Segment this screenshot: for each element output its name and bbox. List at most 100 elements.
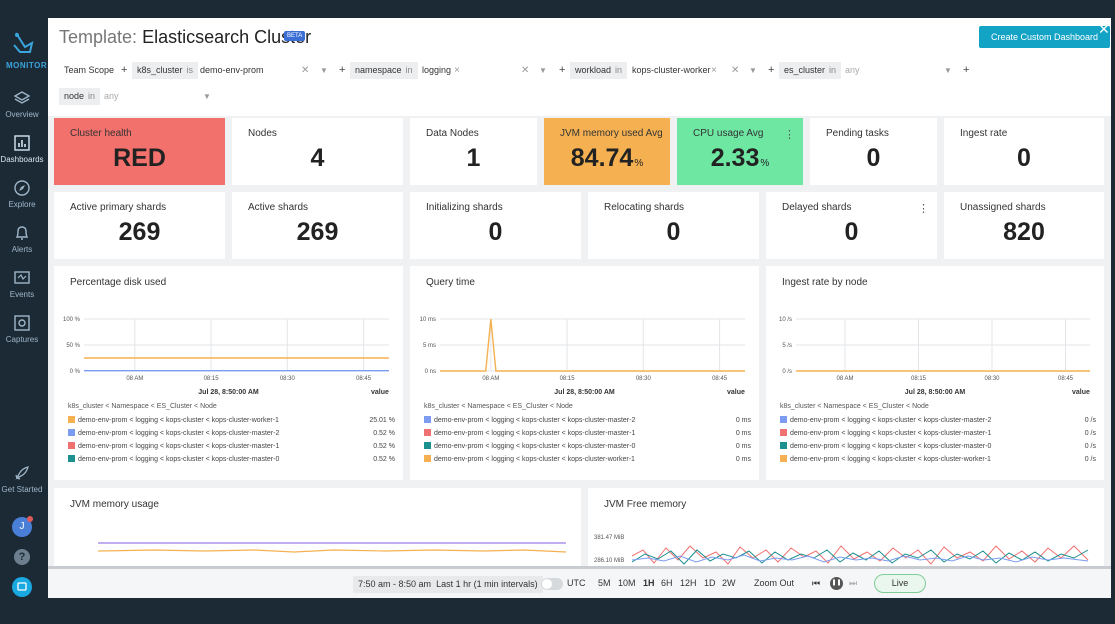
preset-1d[interactable]: 1D [704,578,716,588]
panel-title: Percentage disk used [70,277,167,288]
filter-k8s-cluster-value[interactable]: demo-env-prom [200,65,264,75]
legend-item[interactable]: demo-env-prom < logging < kops-cluster <… [68,454,279,466]
close-icon[interactable]: ✕ [1098,21,1110,37]
legend-hierarchy: k8s_cluster < Namespace < ES_Cluster < N… [780,403,929,410]
stat-card-cpu-usage[interactable]: CPU usage Avg ⋮ 2.33% [677,118,803,185]
remove-value-icon[interactable]: × [711,65,717,76]
stat-card-nodes[interactable]: Nodes 4 [232,118,403,185]
sidebar-item-overview[interactable]: Overview [0,90,44,119]
stat-value: RED [54,144,225,173]
filter-node-key[interactable]: node in [59,88,101,105]
events-icon [14,271,30,284]
utc-toggle[interactable] [541,578,563,590]
panel-jvm-memory-usage[interactable]: JVM memory usage [54,488,581,568]
stat-card-jvm-memory[interactable]: JVM memory used Avg 84.74% [544,118,670,185]
legend-item[interactable]: demo-env-prom < logging < kops-cluster <… [424,441,635,453]
legend-item[interactable]: demo-env-prom < logging < kops-cluster <… [424,454,635,466]
add-filter-icon[interactable]: + [339,64,346,76]
clear-icon[interactable]: ✕ [301,65,310,76]
chevron-down-icon[interactable]: ▼ [539,66,547,75]
stat-card-ingest-rate[interactable]: Ingest rate 0 [944,118,1104,185]
filter-workload-key[interactable]: workload in [570,62,628,79]
legend-item[interactable]: demo-env-prom < logging < kops-cluster <… [780,441,991,453]
stat-value: 84.74% [544,144,670,173]
add-filter-icon[interactable]: + [768,64,775,76]
stat-card-delayed-shards[interactable]: Delayed shards ⋮ 0 [766,192,937,259]
chat-icon[interactable] [12,577,32,597]
skip-forward-icon[interactable]: ⏭ [849,578,858,588]
stat-card-data-nodes[interactable]: Data Nodes 1 [410,118,537,185]
chevron-down-icon[interactable]: ▼ [944,66,952,75]
sidebar-item-explore[interactable]: Explore [0,180,44,209]
legend-item[interactable]: demo-env-prom < logging < kops-cluster <… [68,415,279,427]
add-filter-icon[interactable]: + [121,64,128,76]
filter-es-cluster-key[interactable]: es_cluster in [779,62,842,79]
legend-item[interactable]: demo-env-prom < logging < kops-cluster <… [68,441,279,453]
add-filter-icon[interactable]: + [963,64,970,76]
stat-card-initializing-shards[interactable]: Initializing shards 0 [410,192,581,259]
stat-card-active-shards[interactable]: Active shards 269 [232,192,403,259]
sidebar-item-alerts[interactable]: Alerts [0,225,44,254]
remove-value-icon[interactable]: × [454,65,460,76]
legend-value: 0 ms [735,417,751,424]
preset-12h[interactable]: 12H [680,578,697,588]
panel-jvm-free-memory[interactable]: JVM Free memory 381.47 MiB 286.10 MiB [588,488,1104,568]
skip-back-icon[interactable]: ⏮ [812,578,821,588]
line-chart: 10 ms 5 ms 0 ns 08 AM 08:15 08:30 08:45 [420,317,745,382]
filter-namespace-value[interactable]: logging [422,65,452,75]
filter-k8s-cluster-key[interactable]: k8s_cluster is [132,62,199,79]
clear-icon[interactable]: ✕ [731,65,740,76]
time-range-selector[interactable]: 7:50 am - 8:50 am Last 1 hr (1 min inter… [353,576,543,593]
legend-item[interactable]: demo-env-prom < logging < kops-cluster <… [68,428,279,440]
y-tick-label: 10 ms [420,317,436,323]
stat-unit: % [634,158,644,169]
add-filter-icon[interactable]: + [559,64,566,76]
pause-icon[interactable]: ❚❚ [830,577,843,590]
legend-item[interactable]: demo-env-prom < logging < kops-cluster <… [780,428,991,440]
legend-item[interactable]: demo-env-prom < logging < kops-cluster <… [424,428,635,440]
preset-5m[interactable]: 5M [598,578,611,588]
chevron-down-icon[interactable]: ▼ [749,66,757,75]
stat-card-pending-tasks[interactable]: Pending tasks 0 [810,118,937,185]
avatar[interactable]: J [12,517,32,537]
monitor-logo[interactable]: MONITOR [6,30,47,70]
legend-item[interactable]: demo-env-prom < logging < kops-cluster <… [780,415,991,427]
filter-workload-value[interactable]: kops-cluster-worker [632,65,711,75]
preset-1h[interactable]: 1H [643,578,655,588]
preset-6h[interactable]: 6H [661,578,673,588]
clear-icon[interactable]: ✕ [521,65,530,76]
sidebar-item-dashboards[interactable]: Dashboards [0,135,44,164]
chevron-down-icon[interactable]: ▼ [203,92,211,101]
legend-item[interactable]: demo-env-prom < logging < kops-cluster <… [780,454,991,466]
sidebar-item-events[interactable]: Events [0,270,44,299]
filter-es-cluster-value[interactable]: any [845,65,860,75]
panel-disk-used[interactable]: Percentage disk used 100 % 50 % 0 % 08 AM 08:… [54,266,403,480]
stat-card-active-primary-shards[interactable]: Active primary shards 269 [54,192,225,259]
stat-card-cluster-health[interactable]: Cluster health RED [54,118,225,185]
panel-ingest-rate-by-node[interactable]: Ingest rate by node 10 /s 5 /s 0 /s 08 AM 08:… [766,266,1104,480]
more-options-icon[interactable]: ⋮ [784,129,795,141]
sidebar-item-captures[interactable]: Captures [0,315,44,344]
create-custom-dashboard-button[interactable]: Create Custom Dashboard [979,26,1110,48]
preset-10m[interactable]: 10M [618,578,636,588]
more-options-icon[interactable]: ⋮ [918,203,929,215]
live-button[interactable]: Live [874,574,926,593]
layers-icon [13,91,31,104]
chevron-down-icon[interactable]: ▼ [320,66,328,75]
help-icon[interactable]: ? [14,549,30,565]
stat-card-relocating-shards[interactable]: Relocating shards 0 [588,192,759,259]
preset-2w[interactable]: 2W [722,578,736,588]
filter-namespace-key[interactable]: namespace in [350,62,418,79]
stat-card-unassigned-shards[interactable]: Unassigned shards 820 [944,192,1104,259]
filter-node-value[interactable]: any [104,91,119,101]
stat-label: Unassigned shards [960,202,1046,213]
stat-value: 2.33% [677,144,803,173]
stat-label: Cluster health [70,128,132,139]
stat-value: 0 [810,144,937,173]
sidebar-item-get-started[interactable]: Get Started [0,465,44,494]
beta-badge: BETA [284,31,306,41]
legend-item[interactable]: demo-env-prom < logging < kops-cluster <… [424,415,635,427]
stat-value: 0 [944,144,1104,173]
zoom-out-button[interactable]: Zoom Out [754,578,795,588]
panel-query-time[interactable]: Query time 10 ms 5 ms 0 ns 08 AM 08:15 08:30 08… [410,266,759,480]
